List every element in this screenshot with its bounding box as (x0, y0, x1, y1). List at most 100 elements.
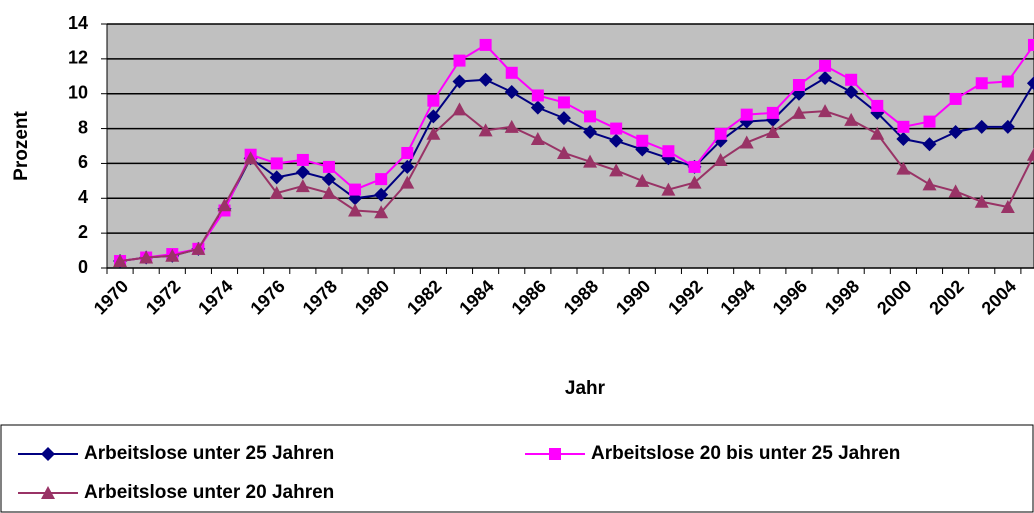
marker (636, 134, 649, 147)
x-tick-label: 1976 (246, 276, 288, 318)
plot-area (106, 23, 1034, 269)
marker (427, 94, 440, 107)
marker (530, 132, 545, 146)
x-tick-label: 1992 (664, 276, 706, 318)
y-tick-label: 2 (78, 222, 88, 242)
marker (478, 123, 493, 137)
marker (452, 74, 467, 89)
marker (818, 104, 833, 118)
marker (583, 125, 598, 140)
x-tick-label: 1994 (716, 276, 758, 318)
x-tick-label: 1970 (90, 276, 132, 318)
marker (322, 160, 335, 173)
marker (713, 152, 728, 166)
x-tick-label: 1996 (769, 276, 811, 318)
marker (609, 133, 624, 148)
marker (556, 111, 571, 126)
marker (948, 125, 963, 140)
marker (41, 447, 55, 461)
marker (41, 486, 55, 499)
marker (400, 175, 415, 189)
marker (974, 194, 989, 208)
marker (1000, 119, 1015, 134)
marker (374, 187, 389, 202)
marker (479, 38, 492, 51)
marker (765, 125, 780, 139)
marker (1027, 38, 1034, 51)
marker (549, 448, 561, 460)
marker (740, 108, 753, 121)
marker (687, 175, 702, 189)
marker (896, 161, 911, 175)
marker (296, 153, 309, 166)
x-tick-label: 1998 (821, 276, 863, 318)
marker (478, 72, 493, 87)
legend-label: Arbeitslose unter 25 Jahren (84, 443, 334, 464)
marker (870, 126, 885, 140)
y-tick-label: 6 (78, 152, 88, 172)
marker (165, 248, 180, 262)
marker (922, 137, 937, 152)
marker (974, 119, 989, 134)
x-tick-label: 1984 (455, 276, 497, 318)
marker (504, 119, 519, 133)
marker (453, 54, 466, 67)
marker (270, 157, 283, 170)
marker (269, 170, 284, 185)
x-tick-label: 1986 (508, 276, 550, 318)
marker (897, 120, 910, 133)
marker (505, 66, 518, 79)
marker (583, 154, 598, 168)
marker (374, 205, 389, 219)
marker (113, 254, 128, 268)
marker (661, 182, 676, 196)
marker (635, 173, 650, 187)
marker (845, 73, 858, 86)
marker (375, 173, 388, 186)
marker (819, 59, 832, 72)
x-tick-label: 1974 (194, 276, 236, 318)
marker (504, 84, 519, 99)
y-tick-label: 12 (68, 48, 88, 68)
marker (243, 151, 258, 165)
marker (348, 203, 363, 217)
y-tick-label: 14 (68, 13, 88, 33)
y-tick-label: 0 (78, 257, 88, 277)
x-tick-label: 1990 (612, 276, 654, 318)
marker (1026, 147, 1034, 161)
marker (349, 183, 362, 196)
marker (844, 112, 859, 126)
marker (321, 186, 336, 200)
x-tick-label: 1988 (560, 276, 602, 318)
marker (426, 109, 441, 124)
marker (739, 135, 754, 149)
legend-label: Arbeitslose 20 bis unter 25 Jahren (591, 443, 900, 464)
marker (401, 146, 414, 159)
x-tick-label: 2004 (978, 276, 1020, 318)
marker (295, 165, 310, 180)
x-tick-label: 2000 (873, 276, 915, 318)
marker (1000, 200, 1015, 213)
marker (295, 179, 310, 193)
x-axis-label: Jahr (565, 378, 606, 399)
y-tick-label: 8 (78, 117, 88, 137)
marker (452, 102, 467, 116)
marker (766, 106, 779, 119)
marker (269, 186, 284, 200)
marker (922, 177, 937, 191)
marker (688, 160, 701, 173)
y-axis-label: Prozent (11, 110, 32, 180)
x-tick-label: 1978 (299, 276, 341, 318)
series-line (119, 76, 1034, 263)
marker (139, 250, 154, 264)
y-tick-label: 10 (68, 82, 88, 102)
marker (949, 92, 962, 105)
x-tick-label: 1972 (142, 276, 184, 318)
marker (844, 84, 859, 99)
marker (584, 110, 597, 123)
marker (217, 198, 232, 212)
marker (714, 127, 727, 140)
legend (0, 424, 1034, 513)
marker (792, 79, 805, 91)
marker (191, 241, 206, 255)
